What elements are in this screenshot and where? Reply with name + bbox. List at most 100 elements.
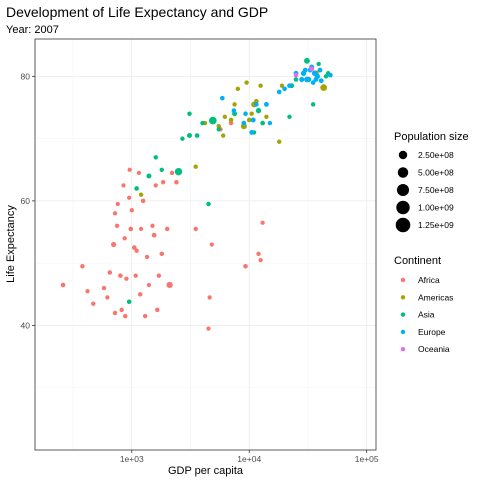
- color-legend-label: Oceania: [418, 344, 450, 354]
- data-point-africa: [127, 167, 132, 172]
- data-point-africa: [138, 226, 144, 232]
- data-point-africa: [156, 273, 162, 278]
- color-legend-key: [400, 295, 406, 300]
- data-point-africa: [118, 273, 123, 278]
- data-point-africa: [134, 248, 139, 253]
- data-point-asia: [126, 299, 132, 305]
- data-point-oceania: [293, 72, 299, 78]
- data-point-africa: [129, 208, 134, 213]
- size-legend-key: [396, 183, 410, 197]
- data-point-asia: [316, 61, 321, 67]
- data-point-asia: [200, 120, 205, 126]
- color-legend-key: [400, 277, 406, 283]
- data-point-americas: [222, 114, 228, 120]
- data-point-africa: [151, 232, 157, 238]
- data-point-africa: [160, 179, 166, 185]
- color-legend-key: [400, 312, 406, 317]
- data-point-africa: [131, 245, 137, 250]
- data-point-europe: [318, 78, 324, 84]
- data-point-americas: [277, 139, 282, 144]
- data-point-europe: [310, 80, 316, 85]
- plot-border: [34, 38, 377, 451]
- data-point-africa: [112, 310, 118, 316]
- size-legend-label: 1.25e+09: [418, 220, 454, 230]
- data-point-africa: [112, 211, 118, 216]
- data-point-europe: [263, 101, 269, 107]
- data-point-africa: [260, 220, 265, 225]
- grid-lines: [35, 39, 376, 450]
- chart-subtitle: Year: 2007: [6, 24, 59, 36]
- data-point-americas: [264, 114, 269, 120]
- color-legend: Continent Africa Americas Asia Europe Oceani…: [394, 255, 453, 354]
- series-africa: [60, 120, 265, 331]
- color-legend-key: [400, 329, 406, 335]
- data-point-europe: [282, 86, 287, 92]
- color-legend-key: [400, 347, 406, 352]
- color-legend-label: Europe: [418, 327, 446, 337]
- data-point-europe: [317, 67, 323, 73]
- data-point-africa: [258, 257, 263, 263]
- data-point-africa: [124, 276, 129, 281]
- size-legend-label: 2.50e+08: [418, 150, 454, 160]
- x-axis-title: GDP per capita: [168, 465, 244, 477]
- data-point-asia: [187, 133, 192, 139]
- data-point-africa: [166, 281, 173, 289]
- data-point-asia: [134, 186, 139, 191]
- data-point-africa: [136, 170, 142, 176]
- data-point-europe: [231, 108, 237, 113]
- data-point-asia: [194, 133, 200, 138]
- y-tick-label: 60: [21, 196, 31, 206]
- data-point-asia: [180, 136, 185, 141]
- plot-background: [35, 39, 376, 450]
- data-point-africa: [60, 282, 66, 288]
- size-legend-key: [398, 150, 408, 160]
- x-tick-label: 1e+03: [120, 454, 144, 464]
- data-point-americas: [246, 117, 252, 123]
- size-legend-label: 1.00e+09: [418, 203, 454, 213]
- size-legend-title: Population size: [394, 131, 469, 143]
- series-asia: [126, 57, 331, 305]
- data-point-europe: [267, 120, 273, 126]
- y-tick-label: 40: [21, 320, 31, 330]
- x-tick-label: 1e+04: [237, 454, 261, 464]
- data-point-africa: [122, 236, 127, 241]
- size-legend-key: [396, 200, 410, 215]
- data-point-asia: [206, 201, 211, 207]
- data-point-asia: [255, 107, 262, 114]
- data-point-africa: [115, 201, 120, 207]
- data-point-asia: [153, 155, 159, 160]
- data-point-americas: [258, 83, 263, 88]
- size-legend-label: 5.00e+08: [418, 168, 454, 178]
- data-point-africa: [206, 326, 211, 331]
- data-point-europe: [299, 76, 305, 83]
- data-point-asia: [159, 167, 164, 172]
- data-point-americas: [235, 86, 241, 92]
- y-tick-label: 80: [21, 71, 31, 81]
- data-point-asia: [187, 111, 192, 116]
- color-legend-title: Continent: [394, 255, 441, 267]
- x-tick-label: 1e+05: [355, 454, 379, 464]
- data-point-oceania: [309, 66, 315, 72]
- data-point-europe: [302, 67, 308, 73]
- color-legend-label: Africa: [418, 275, 440, 285]
- data-point-africa: [111, 241, 117, 248]
- data-point-africa: [146, 282, 152, 288]
- data-point-africa: [207, 295, 212, 300]
- data-points: [60, 57, 333, 331]
- size-legend-key: [395, 217, 411, 233]
- data-point-americas: [232, 102, 237, 107]
- data-point-africa: [153, 183, 158, 188]
- series-oceania: [293, 66, 315, 78]
- data-point-africa: [85, 289, 90, 294]
- data-point-americas: [138, 192, 144, 197]
- data-point-europe: [220, 95, 225, 101]
- y-axis-title: Life Expectancy: [5, 205, 17, 283]
- data-point-europe: [287, 83, 292, 89]
- data-point-africa: [105, 295, 110, 300]
- data-point-europe: [249, 129, 255, 135]
- data-point-asia: [310, 102, 316, 107]
- data-point-africa: [155, 307, 160, 313]
- data-point-africa: [209, 242, 214, 247]
- data-point-asia: [287, 114, 292, 120]
